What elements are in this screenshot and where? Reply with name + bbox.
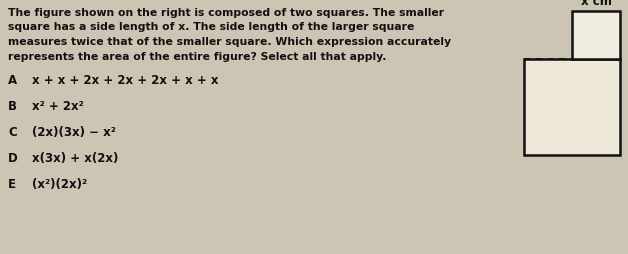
Text: (x²)(2x)²: (x²)(2x)²	[32, 177, 87, 190]
Text: x² + 2x²: x² + 2x²	[32, 100, 84, 113]
Text: A: A	[8, 74, 17, 87]
Bar	[572, 12, 620, 60]
Text: x(3x) + x(2x): x(3x) + x(2x)	[32, 151, 118, 164]
Text: square has a side length of x. The side length of the larger square: square has a side length of x. The side …	[8, 22, 414, 32]
Text: The figure shown on the right is composed of two squares. The smaller: The figure shown on the right is compose…	[8, 8, 444, 18]
Text: (2x)(3x) − x²: (2x)(3x) − x²	[32, 125, 116, 138]
Text: D: D	[8, 151, 18, 164]
Text: B: B	[8, 100, 17, 113]
Text: represents the area of the entire figure? Select all that apply.: represents the area of the entire figure…	[8, 51, 386, 61]
Text: x + x + 2x + 2x + 2x + x + x: x + x + 2x + 2x + 2x + x + x	[32, 74, 219, 87]
Text: x cm: x cm	[580, 0, 612, 8]
Bar	[524, 60, 620, 155]
Text: measures twice that of the smaller square. Which expression accurately: measures twice that of the smaller squar…	[8, 37, 451, 47]
Text: C: C	[8, 125, 17, 138]
Text: E: E	[8, 177, 16, 190]
